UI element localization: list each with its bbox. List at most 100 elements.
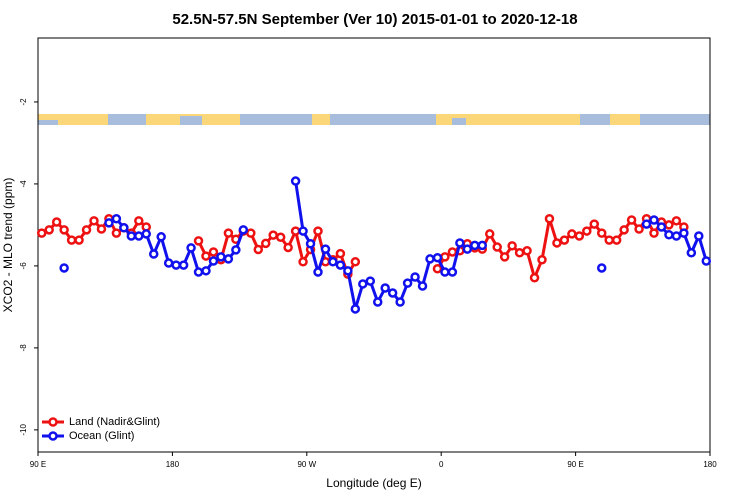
data-point (104, 218, 114, 228)
data-point (313, 226, 323, 236)
data-point (410, 272, 420, 282)
legend: Land (Nadir&Glint) Ocean (Glint) (42, 416, 160, 442)
data-point (387, 288, 398, 298)
data-point (223, 254, 234, 264)
data-point (119, 223, 129, 233)
data-point (679, 228, 689, 238)
data-point (477, 240, 488, 251)
data-point (305, 239, 316, 249)
legend-label: Land (Nadir&Glint) (69, 416, 160, 428)
data-point (641, 219, 652, 229)
data-point (178, 260, 189, 270)
data-point (74, 235, 84, 245)
data-point (350, 257, 361, 267)
y-tick-label: -6 (19, 262, 28, 270)
data-point (51, 217, 62, 227)
data-point (552, 238, 562, 248)
data-point (440, 267, 450, 277)
data-point (148, 249, 159, 259)
data-point (544, 214, 555, 224)
legend-marker (48, 417, 58, 427)
data-point (462, 244, 473, 254)
data-point (141, 229, 152, 239)
data-point (290, 226, 301, 236)
data-point (193, 236, 204, 246)
y-tick-label: -4 (19, 180, 28, 188)
ocean-patch (240, 114, 312, 125)
data-point (126, 231, 137, 241)
data-point (134, 231, 144, 241)
data-point (231, 245, 241, 255)
data-point (246, 228, 256, 238)
y-tick-label: -10 (19, 424, 28, 436)
data-point (507, 241, 517, 251)
data-point (671, 216, 682, 226)
chart-title: 52.5N-57.5N September (Ver 10) 2015-01-0… (172, 11, 577, 28)
data-point (59, 225, 69, 235)
data-point (417, 281, 428, 291)
ocean-patch (640, 114, 710, 125)
x-tick-label: 90 W (297, 460, 316, 469)
data-point (358, 279, 368, 289)
x-tick-label: 0 (439, 460, 444, 469)
data-point (596, 263, 607, 273)
data-point (559, 235, 570, 245)
data-point (89, 216, 99, 226)
data-point (529, 273, 540, 283)
data-point (395, 297, 405, 307)
plot-frame (37, 37, 711, 453)
data-point (36, 228, 47, 238)
data-point (260, 238, 271, 249)
data-point (694, 231, 704, 241)
ocean-patch (108, 114, 146, 125)
data-point (492, 242, 502, 252)
ocean-patch (580, 114, 610, 125)
data-point (596, 228, 607, 238)
ocean-patch (38, 120, 58, 125)
data-point (193, 267, 204, 277)
data-point (328, 257, 338, 267)
data-point (701, 256, 712, 266)
x-tick-label: 180 (166, 460, 180, 469)
data-point (499, 252, 510, 262)
data-point (96, 224, 107, 234)
data-point (432, 264, 443, 274)
data-point (686, 248, 697, 258)
data-point (208, 256, 219, 266)
ocean-patch (180, 116, 202, 125)
data-point (537, 255, 547, 265)
data-point (350, 304, 361, 314)
data-point (111, 214, 122, 224)
data-point (156, 232, 166, 242)
data-point (223, 228, 234, 238)
data-point (567, 229, 577, 239)
data-point (216, 252, 226, 262)
data-point (522, 245, 532, 256)
x-tick-label: 90 E (567, 460, 583, 469)
data-point (656, 222, 667, 232)
data-point (186, 243, 196, 253)
data-point (582, 226, 592, 236)
ocean-patch (330, 114, 436, 125)
data-point (589, 219, 600, 229)
data-point (447, 267, 458, 277)
data-point (238, 225, 249, 235)
legend-marker (48, 431, 58, 441)
y-tick-label: -8 (19, 344, 28, 352)
data-point (290, 176, 301, 186)
data-point (619, 225, 629, 235)
data-point (447, 247, 458, 257)
data-point (171, 260, 181, 270)
data-point (335, 260, 346, 270)
data-point (268, 230, 278, 240)
data-point (604, 235, 614, 245)
data-point (634, 224, 644, 234)
data-point (440, 252, 450, 262)
data-point (380, 283, 390, 293)
data-point (335, 248, 346, 259)
data-point (111, 228, 122, 238)
data-point (664, 230, 674, 240)
data-point (432, 252, 443, 263)
